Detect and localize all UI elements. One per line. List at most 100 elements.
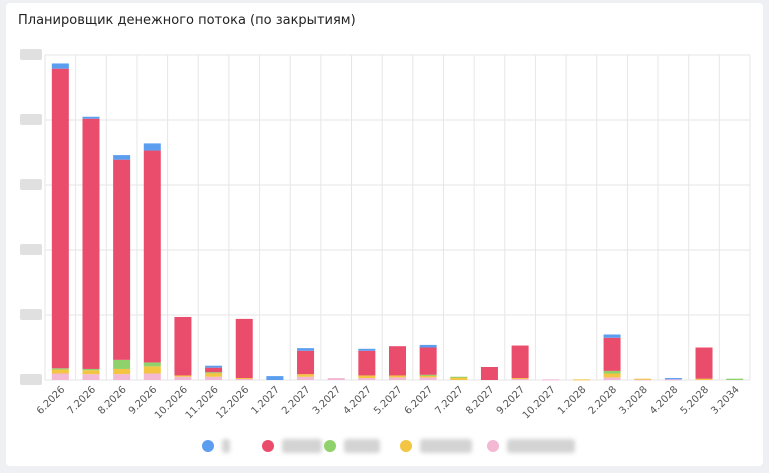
bar-segment[interactable]: [143, 150, 161, 363]
bar-segment[interactable]: [51, 68, 69, 369]
bar-segment[interactable]: [143, 373, 161, 381]
bar-segment[interactable]: [450, 377, 468, 380]
bar-segment[interactable]: [634, 378, 652, 380]
x-tick-label: 2.2027: [280, 384, 313, 417]
x-tick-label: 8.2027: [464, 384, 497, 417]
y-tick-label-blurred: [20, 179, 42, 190]
bar-segment[interactable]: [82, 368, 100, 371]
bar-segment[interactable]: [174, 375, 192, 377]
bar-segment[interactable]: [511, 378, 529, 380]
bar-segment[interactable]: [327, 378, 345, 380]
bar-segment[interactable]: [51, 369, 69, 374]
x-tick-label: 1.2027: [249, 384, 282, 417]
bar-segment[interactable]: [603, 373, 621, 378]
bar-segment[interactable]: [480, 367, 498, 380]
bar-segment[interactable]: [51, 368, 69, 370]
x-tick-label: 8.2026: [96, 384, 129, 417]
x-tick-label: 2.2028: [587, 384, 620, 417]
bar-segment[interactable]: [572, 379, 590, 381]
bar-segment[interactable]: [82, 370, 100, 375]
x-tick-label: 3.2027: [311, 384, 344, 417]
bar-segment[interactable]: [634, 379, 652, 381]
bar-segment[interactable]: [664, 379, 682, 381]
bar-segment[interactable]: [113, 359, 131, 369]
bar-segment[interactable]: [82, 118, 100, 369]
x-tick-label: 4.2027: [341, 384, 374, 417]
bar-segment[interactable]: [143, 143, 161, 151]
bar-segment[interactable]: [205, 376, 223, 380]
x-tick-label: 7.2027: [433, 384, 466, 417]
bar-segment[interactable]: [419, 375, 437, 378]
bar-segment[interactable]: [51, 63, 69, 69]
bar-segment[interactable]: [205, 372, 223, 374]
x-tick-label: 3.2034: [709, 384, 742, 417]
bar-segment[interactable]: [358, 350, 376, 376]
bar-segment[interactable]: [358, 378, 376, 380]
bar-segment[interactable]: [235, 378, 253, 380]
bar-segment[interactable]: [695, 347, 713, 379]
y-tick-label-blurred: [20, 244, 42, 255]
bar-segment[interactable]: [603, 337, 621, 371]
bar-segment[interactable]: [419, 347, 437, 375]
legend-label: [344, 439, 380, 453]
bar-segment[interactable]: [143, 362, 161, 367]
bar-segment[interactable]: [297, 376, 315, 380]
bar-segment[interactable]: [511, 378, 529, 380]
bar-segment[interactable]: [603, 370, 621, 374]
bar-segment[interactable]: [603, 334, 621, 338]
x-tick-label: 1.2028: [556, 384, 589, 417]
bar-segment[interactable]: [542, 379, 560, 381]
bar-segment[interactable]: [358, 375, 376, 379]
bar-segment[interactable]: [389, 375, 406, 378]
bar-segment[interactable]: [82, 116, 100, 119]
y-tick-label-blurred: [20, 374, 42, 385]
x-tick-label: 3.2028: [617, 384, 650, 417]
blue-dot-icon: [202, 440, 214, 452]
bar-segment[interactable]: [51, 373, 69, 381]
bar-segment[interactable]: [726, 378, 744, 380]
bar-segment[interactable]: [603, 377, 621, 380]
x-tick-label: 7.2026: [66, 384, 99, 417]
bar-segment[interactable]: [511, 345, 529, 379]
x-tick-label: 5.2028: [679, 384, 712, 417]
x-tick-label: 12.2026: [214, 384, 251, 421]
bar-segment[interactable]: [664, 378, 682, 380]
bar-segment[interactable]: [205, 365, 223, 368]
bar-segment[interactable]: [113, 159, 131, 360]
bar-segment[interactable]: [235, 378, 253, 380]
bar-segment[interactable]: [297, 374, 315, 377]
bar-segment[interactable]: [695, 378, 713, 380]
x-tick-label: 11.2026: [184, 384, 221, 421]
x-tick-label: 4.2028: [648, 384, 681, 417]
x-tick-label: 10.2027: [521, 384, 558, 421]
bar-segment[interactable]: [450, 376, 468, 378]
bar-segment[interactable]: [235, 318, 253, 379]
bar-segment[interactable]: [205, 367, 223, 373]
bar-segment[interactable]: [174, 316, 192, 376]
bar-segment[interactable]: [113, 368, 131, 375]
bar-segment[interactable]: [389, 377, 406, 380]
bar-segment[interactable]: [266, 376, 284, 380]
legend-label: [420, 439, 472, 453]
y-tick-label-blurred: [20, 114, 42, 125]
bar-segment[interactable]: [82, 374, 100, 380]
chart-card: [6, 3, 763, 466]
bar-segment[interactable]: [297, 348, 315, 351]
legend-label: [282, 439, 322, 453]
chart-title: Планировщик денежного потока (по закрыти…: [18, 13, 356, 28]
bar-segment[interactable]: [419, 344, 437, 348]
bar-segment[interactable]: [419, 377, 437, 380]
bar-segment[interactable]: [174, 376, 192, 380]
pink-dot-icon: [487, 440, 499, 452]
bar-segment[interactable]: [113, 374, 131, 380]
bar-segment[interactable]: [143, 366, 161, 374]
bar-segment[interactable]: [419, 374, 437, 376]
bar-segment[interactable]: [113, 155, 131, 160]
bar-segment[interactable]: [297, 350, 315, 375]
bar-segment[interactable]: [205, 372, 223, 377]
x-tick-label: 5.2027: [372, 384, 405, 417]
bar-segment[interactable]: [358, 348, 376, 351]
bar-segment[interactable]: [389, 346, 406, 376]
x-tick-label: 6.2027: [403, 384, 436, 417]
